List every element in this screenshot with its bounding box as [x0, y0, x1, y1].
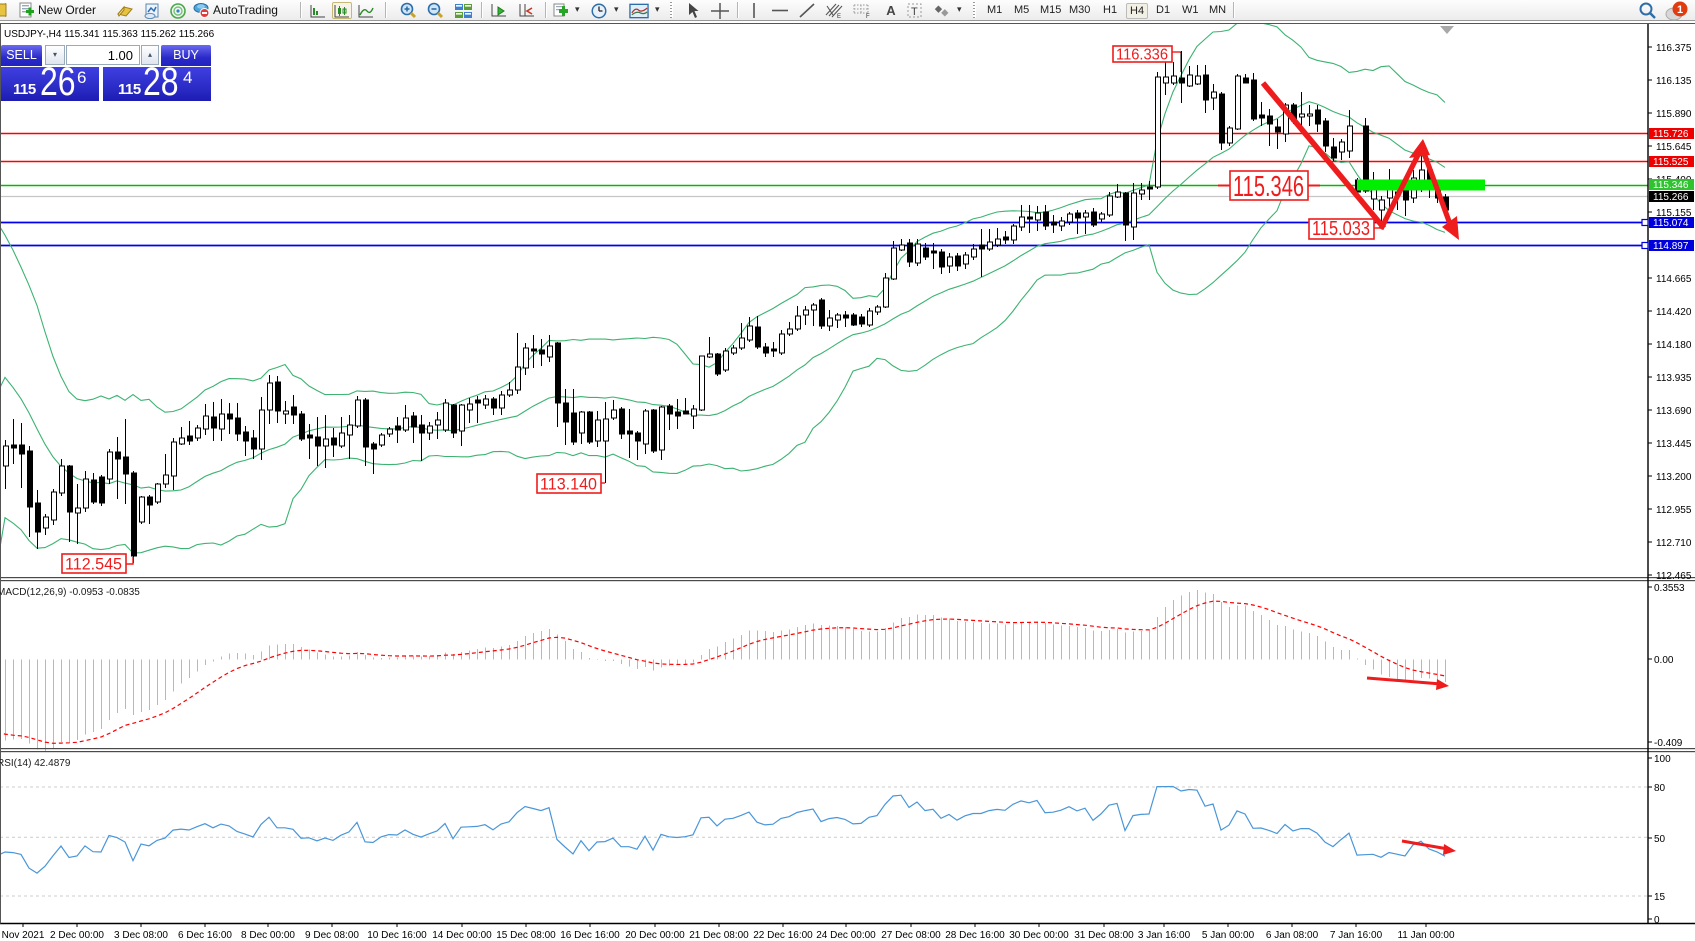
svg-text:112.955: 112.955	[1656, 505, 1692, 516]
svg-text:3 Jan 16:00: 3 Jan 16:00	[1138, 930, 1191, 941]
svg-text:80: 80	[1654, 783, 1666, 794]
svg-text:113.935: 113.935	[1656, 373, 1692, 384]
svg-text:9 Dec 08:00: 9 Dec 08:00	[305, 930, 359, 941]
svg-text:114.420: 114.420	[1656, 307, 1692, 318]
svg-text:3 Dec 08:00: 3 Dec 08:00	[114, 930, 168, 941]
svg-text:8 Dec 00:00: 8 Dec 00:00	[241, 930, 295, 941]
svg-text:16 Dec 16:00: 16 Dec 16:00	[560, 930, 620, 941]
svg-text:113.200: 113.200	[1656, 472, 1692, 483]
svg-text:30 Dec 00:00: 30 Dec 00:00	[1009, 930, 1069, 941]
svg-text:E: E	[837, 14, 841, 19]
svg-text:115.074: 115.074	[1653, 218, 1689, 229]
svg-text:115.346: 115.346	[1653, 180, 1689, 191]
svg-text:31 Dec 08:00: 31 Dec 08:00	[1074, 930, 1134, 941]
svg-text:115.346: 115.346	[1233, 171, 1304, 203]
svg-text:RSI(14) 42.4879: RSI(14) 42.4879	[0, 758, 71, 769]
svg-text:115.155: 115.155	[1656, 208, 1692, 219]
svg-text:22 Dec 16:00: 22 Dec 16:00	[753, 930, 813, 941]
svg-text:100: 100	[1654, 754, 1671, 765]
svg-text:115.525: 115.525	[1653, 157, 1689, 168]
svg-text:116.135: 116.135	[1656, 76, 1692, 87]
svg-text:50: 50	[1654, 834, 1666, 845]
svg-text:10 Dec 16:00: 10 Dec 16:00	[367, 930, 427, 941]
svg-text:USDJPY-,H4 115.341 115.363 11: USDJPY-,H4 115.341 115.363 115.262 115.2…	[4, 29, 215, 40]
svg-text:115.266: 115.266	[1653, 192, 1689, 203]
svg-text:112.545: 112.545	[65, 555, 122, 574]
svg-text:115.726: 115.726	[1653, 129, 1689, 140]
svg-text:14 Dec 00:00: 14 Dec 00:00	[432, 930, 492, 941]
svg-text:113.445: 113.445	[1656, 439, 1692, 450]
svg-text:114.897: 114.897	[1653, 241, 1689, 252]
svg-text:115.033: 115.033	[1312, 218, 1370, 240]
svg-text:21 Dec 08:00: 21 Dec 08:00	[689, 930, 749, 941]
svg-text:113.140: 113.140	[540, 475, 597, 494]
svg-text:-0.409: -0.409	[1654, 738, 1683, 749]
svg-text:7 Jan 16:00: 7 Jan 16:00	[1330, 930, 1383, 941]
svg-text:115.645: 115.645	[1656, 142, 1692, 153]
svg-text:114.180: 114.180	[1656, 340, 1692, 351]
svg-text:28 Dec 16:00: 28 Dec 16:00	[945, 930, 1005, 941]
svg-text:6 Jan 08:00: 6 Jan 08:00	[1266, 930, 1319, 941]
svg-text:115.890: 115.890	[1656, 109, 1692, 120]
svg-text:113.690: 113.690	[1656, 406, 1692, 417]
svg-text:116.375: 116.375	[1656, 43, 1692, 54]
svg-text:112.710: 112.710	[1656, 538, 1692, 549]
svg-text:116.336: 116.336	[1116, 47, 1168, 64]
svg-text:0: 0	[1654, 915, 1660, 926]
svg-text:F: F	[866, 14, 870, 19]
svg-text:6 Dec 16:00: 6 Dec 16:00	[178, 930, 232, 941]
svg-text:1: 1	[1677, 4, 1683, 16]
svg-text:114.665: 114.665	[1656, 274, 1692, 285]
svg-text:MACD(12,26,9) -0.0953 -0.0835: MACD(12,26,9) -0.0953 -0.0835	[0, 587, 140, 598]
svg-text:15: 15	[1654, 892, 1666, 903]
svg-text:112.465: 112.465	[1656, 571, 1692, 582]
svg-text:24 Dec 00:00: 24 Dec 00:00	[816, 930, 876, 941]
svg-text:0.00: 0.00	[1654, 655, 1674, 666]
svg-text:5 Jan 00:00: 5 Jan 00:00	[1202, 930, 1255, 941]
svg-text:20 Dec 00:00: 20 Dec 00:00	[625, 930, 685, 941]
svg-text:Nov 2021: Nov 2021	[2, 930, 45, 941]
svg-text:15 Dec 08:00: 15 Dec 08:00	[496, 930, 556, 941]
svg-text:27 Dec 08:00: 27 Dec 08:00	[881, 930, 941, 941]
svg-text:T: T	[911, 6, 918, 18]
svg-text:11 Jan 00:00: 11 Jan 00:00	[1397, 930, 1455, 941]
svg-text:2 Dec 00:00: 2 Dec 00:00	[50, 930, 104, 941]
svg-text:0.3553: 0.3553	[1654, 583, 1685, 594]
